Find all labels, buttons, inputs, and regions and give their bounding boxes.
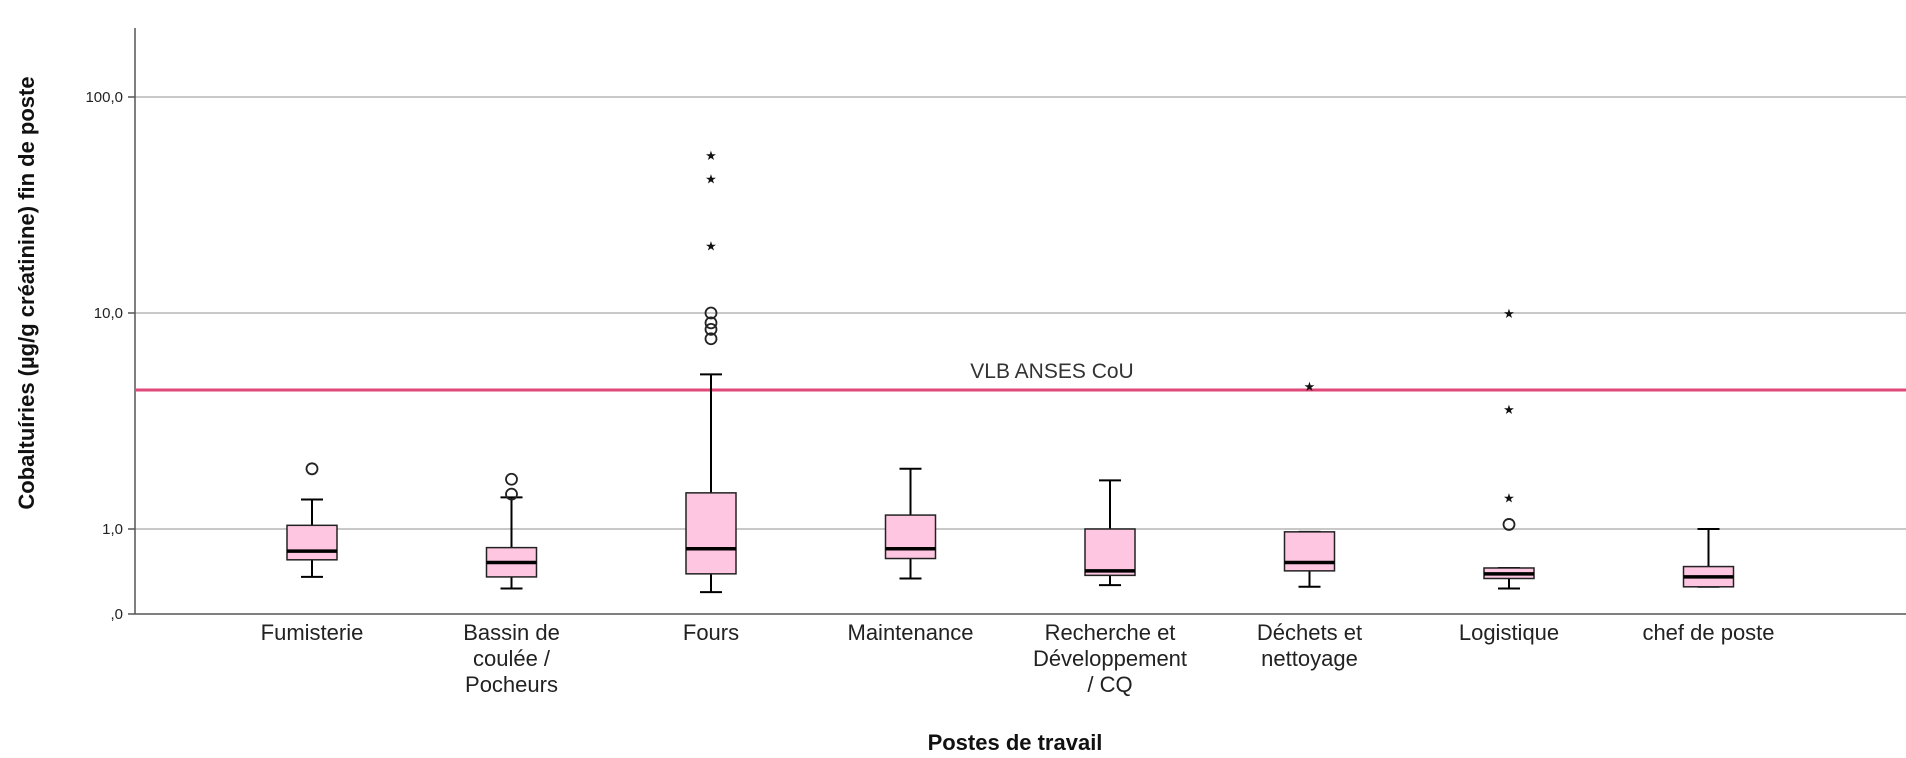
x-category-label-line: coulée /: [473, 646, 551, 671]
x-category-label-line: nettoyage: [1261, 646, 1358, 671]
y-tick-label: 1,0: [102, 521, 123, 538]
outlier-star: ★: [1304, 380, 1316, 395]
outlier-circle: [704, 306, 718, 320]
outlier-circle: [505, 472, 518, 486]
outlier-star: ★: [1503, 307, 1515, 322]
outlier-star: ★: [1503, 403, 1515, 418]
box-group: [1682, 528, 1735, 588]
outlier-circle: [704, 316, 718, 330]
x-category-label: Logistique: [1459, 620, 1559, 645]
x-category-label: chef de poste: [1642, 620, 1774, 645]
x-category-label: Déchets et nettoyage: [1257, 620, 1362, 671]
x-category-label: Fours: [683, 620, 739, 645]
gridlines: [135, 96, 1906, 530]
y-axis-title: Cobaltuíries (µg/g créatinine) fin de po…: [14, 76, 39, 509]
box-group: [485, 472, 538, 590]
boxes: ★ ★ ★ ★ ★ ★ ★: [286, 149, 1735, 594]
outlier-star: ★: [705, 240, 717, 255]
outlier-star: ★: [705, 172, 717, 187]
x-category-label-line: Déchets et: [1257, 620, 1362, 645]
x-category-label-line: Fours: [683, 620, 739, 645]
x-category-label-line: Maintenance: [848, 620, 974, 645]
x-category-label-line: chef de poste: [1642, 620, 1774, 645]
box-group: [286, 462, 338, 578]
x-category-label: Recherche et Développement / CQ: [1033, 620, 1187, 697]
category-labels: Fumisterie Bassin de coulée / Pocheurs Fours…: [261, 620, 1775, 697]
x-category-label-line: Pocheurs: [465, 672, 558, 697]
x-category-label: Bassin de coulée / Pocheurs: [463, 620, 560, 697]
outlier-star: ★: [1503, 491, 1515, 506]
box: [1283, 531, 1336, 572]
x-category-label-line: Bassin de: [463, 620, 560, 645]
outlier-star: ★: [705, 149, 717, 164]
tick-labels: ,0 1,0 10,0 100,0: [85, 89, 123, 623]
outlier-circle: [305, 462, 319, 476]
outlier-circle: [704, 332, 718, 346]
box-group: [1084, 479, 1136, 587]
outlier-circle: [1502, 518, 1516, 531]
x-category-label-line: Fumisterie: [261, 620, 364, 645]
box: [685, 492, 737, 575]
box: [884, 514, 937, 560]
x-category-label-line: Développement: [1033, 646, 1187, 671]
y-tick-label: 10,0: [94, 305, 123, 322]
box-group: ★ ★ ★: [685, 149, 737, 594]
box-group: ★ ★ ★: [1483, 307, 1535, 590]
x-category-label: Maintenance: [848, 620, 974, 645]
x-category-label-line: Recherche et: [1045, 620, 1176, 645]
box-group: [884, 467, 937, 580]
axes: [128, 28, 1906, 615]
outlier-circle: [704, 322, 718, 336]
box: [1084, 528, 1136, 577]
reference-line-label: VLB ANSES CoU: [970, 360, 1133, 383]
y-tick-label: ,0: [110, 606, 123, 623]
reference-line-group: VLB ANSES CoU: [135, 360, 1906, 392]
x-category-label-line: / CQ: [1087, 672, 1132, 697]
y-tick-label: 100,0: [85, 89, 123, 106]
outlier-circle: [505, 487, 518, 501]
x-category-label-line: Logistique: [1459, 620, 1559, 645]
box: [286, 524, 338, 561]
x-category-label: Fumisterie: [261, 620, 364, 645]
x-axis-title: Postes de travail: [928, 730, 1103, 755]
box-group: ★: [1283, 380, 1336, 588]
